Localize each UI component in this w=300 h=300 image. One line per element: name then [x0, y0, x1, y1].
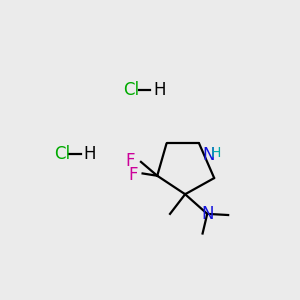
Text: Cl: Cl — [124, 81, 140, 99]
Text: N: N — [202, 146, 214, 164]
Text: F: F — [126, 152, 135, 170]
Text: F: F — [128, 166, 137, 184]
Text: Cl: Cl — [54, 145, 70, 163]
Text: H: H — [153, 81, 166, 99]
Text: H: H — [83, 145, 96, 163]
Text: H: H — [211, 146, 221, 160]
Text: N: N — [201, 205, 214, 223]
